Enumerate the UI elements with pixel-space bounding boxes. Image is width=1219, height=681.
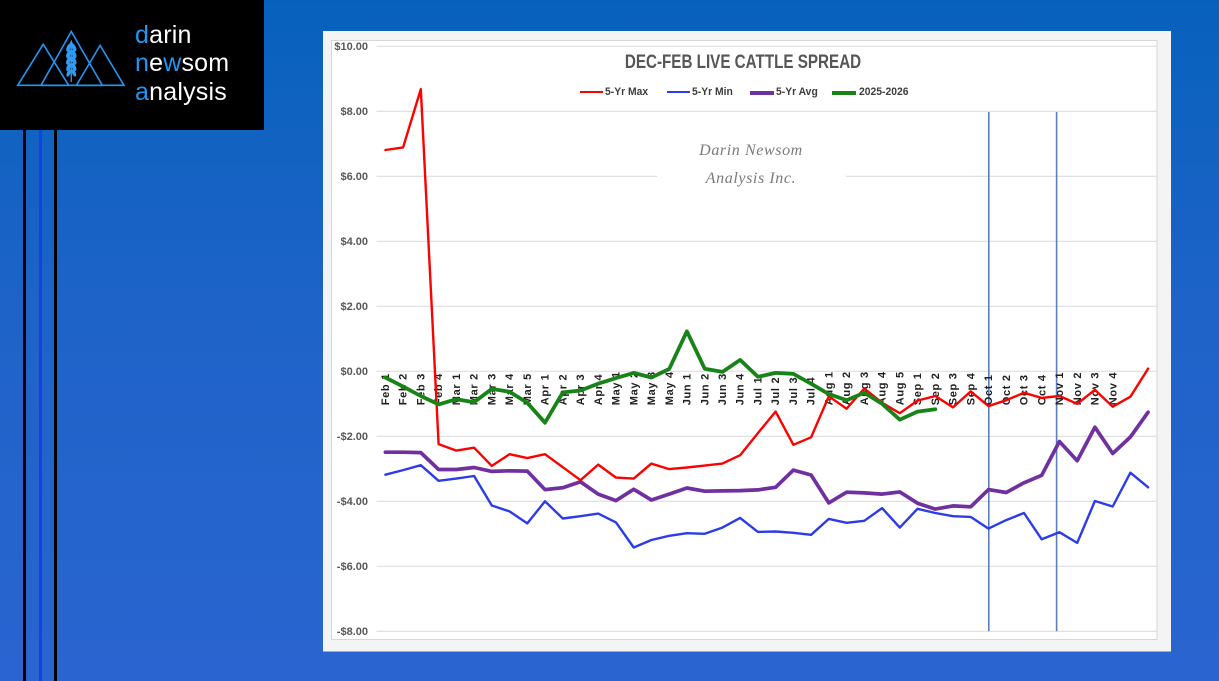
- svg-text:Sep 3: Sep 3: [948, 372, 960, 405]
- svg-text:Sep 4: Sep 4: [965, 372, 977, 405]
- svg-text:-$2.00: -$2.00: [337, 431, 368, 443]
- svg-text:-$4.00: -$4.00: [337, 496, 368, 508]
- svg-text:May 4: May 4: [664, 371, 676, 405]
- svg-text:Jun 1: Jun 1: [682, 373, 694, 405]
- svg-text:Jun 3: Jun 3: [717, 373, 729, 405]
- svg-text:Aug 5: Aug 5: [894, 371, 906, 405]
- svg-text:May 3: May 3: [646, 371, 658, 405]
- svg-text:Apr 4: Apr 4: [593, 374, 605, 406]
- svg-text:Nov 3: Nov 3: [1090, 372, 1102, 405]
- svg-text:$10.00: $10.00: [334, 41, 368, 53]
- svg-text:$0.00: $0.00: [340, 366, 368, 378]
- svg-text:Nov 2: Nov 2: [1072, 372, 1084, 405]
- svg-text:May 2: May 2: [628, 371, 640, 405]
- svg-text:$2.00: $2.00: [340, 301, 368, 313]
- svg-text:Oct 1: Oct 1: [983, 374, 995, 405]
- svg-text:Aug 4: Aug 4: [877, 371, 889, 405]
- svg-text:Mar 1: Mar 1: [451, 373, 463, 405]
- svg-text:Jul 1: Jul 1: [753, 377, 765, 406]
- svg-text:$4.00: $4.00: [340, 236, 368, 248]
- svg-text:Oct 3: Oct 3: [1019, 374, 1031, 405]
- svg-text:Oct 4: Oct 4: [1036, 374, 1048, 405]
- svg-text:Jul 3: Jul 3: [788, 377, 800, 406]
- svg-text:Sep 1: Sep 1: [912, 372, 924, 405]
- svg-text:Mar 4: Mar 4: [504, 373, 516, 405]
- svg-text:Feb 3: Feb 3: [415, 373, 427, 405]
- svg-text:$8.00: $8.00: [340, 106, 368, 118]
- svg-text:Jun 2: Jun 2: [699, 373, 711, 405]
- svg-text:Mar 5: Mar 5: [522, 373, 534, 405]
- svg-text:Jul 2: Jul 2: [770, 377, 782, 406]
- svg-text:$6.00: $6.00: [340, 171, 368, 183]
- svg-text:Jun 4: Jun 4: [735, 373, 747, 405]
- svg-text:Feb 2: Feb 2: [398, 373, 410, 405]
- svg-text:Nov 4: Nov 4: [1107, 372, 1119, 406]
- svg-text:Analysis Inc.: Analysis Inc.: [705, 170, 796, 187]
- svg-text:-$8.00: -$8.00: [337, 626, 368, 638]
- svg-text:Darin Newsom: Darin Newsom: [698, 142, 803, 159]
- svg-text:-$6.00: -$6.00: [337, 561, 368, 573]
- svg-text:Apr 1: Apr 1: [540, 374, 552, 406]
- svg-text:Nov 1: Nov 1: [1054, 372, 1066, 405]
